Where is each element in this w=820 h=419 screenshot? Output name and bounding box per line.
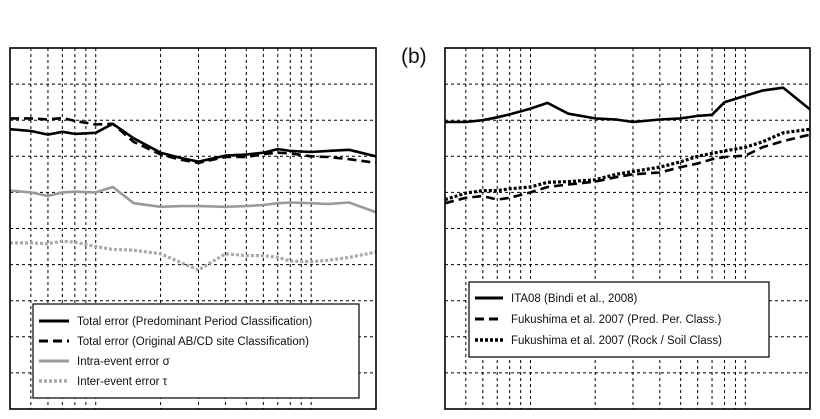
panel-b: ITA08 (Bindi et al., 2008) Fukushima et a… [444, 47, 811, 410]
panel-a-series-line-1 [10, 122, 376, 163]
panel-a-legend-box [32, 303, 360, 399]
panel-b-series-line-1 [445, 86, 810, 124]
panel-b-legend-label-2: Fukushima et al. 2007 (Pred. Per. Class.… [511, 314, 721, 326]
panel-b-legend-label-3: Fukushima et al. 2007 (Rock / Soil Class… [511, 335, 722, 347]
panel-a-series-line-2 [10, 116, 376, 165]
panel-b-legend: ITA08 (Bindi et al., 2008) Fukushima et a… [468, 281, 770, 358]
panel-a-frame [9, 47, 377, 410]
panel-b-series [445, 86, 810, 205]
panel-b-series-line-2 [445, 133, 810, 205]
panel-a-legend: Total error (Predominant Period Classifi… [32, 303, 360, 399]
panel-a: Total error (Predominant Period Classifi… [9, 47, 377, 410]
panel-b-frame [444, 47, 811, 410]
panel-a-series-line-4 [10, 239, 376, 272]
panel-b-series-line-3 [445, 127, 810, 202]
panel-a-series [10, 116, 376, 272]
panel-a-legend-label-2: Total error (Original AB/CD site Classif… [77, 336, 309, 348]
panel-a-legend-label-1: Total error (Predominant Period Classifi… [77, 316, 312, 328]
panel-b-label: (b) [401, 45, 427, 68]
panel-b-legend-box [468, 281, 770, 358]
panel-a-legend-label-3: Intra-event error σ [77, 356, 170, 368]
panel-b-legend-label-1: ITA08 (Bindi et al., 2008) [511, 293, 638, 305]
panel-a-legend-label-4: Inter-event error τ [77, 376, 168, 388]
panel-a-series-line-3 [10, 185, 376, 214]
